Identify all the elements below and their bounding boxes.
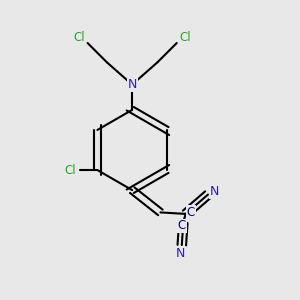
Text: C: C — [178, 219, 186, 232]
Text: Cl: Cl — [74, 31, 85, 44]
Text: N: N — [210, 185, 219, 198]
Text: N: N — [175, 247, 185, 260]
Text: C: C — [187, 206, 195, 219]
Text: Cl: Cl — [64, 164, 76, 177]
Text: N: N — [128, 78, 137, 91]
Text: Cl: Cl — [179, 31, 191, 44]
